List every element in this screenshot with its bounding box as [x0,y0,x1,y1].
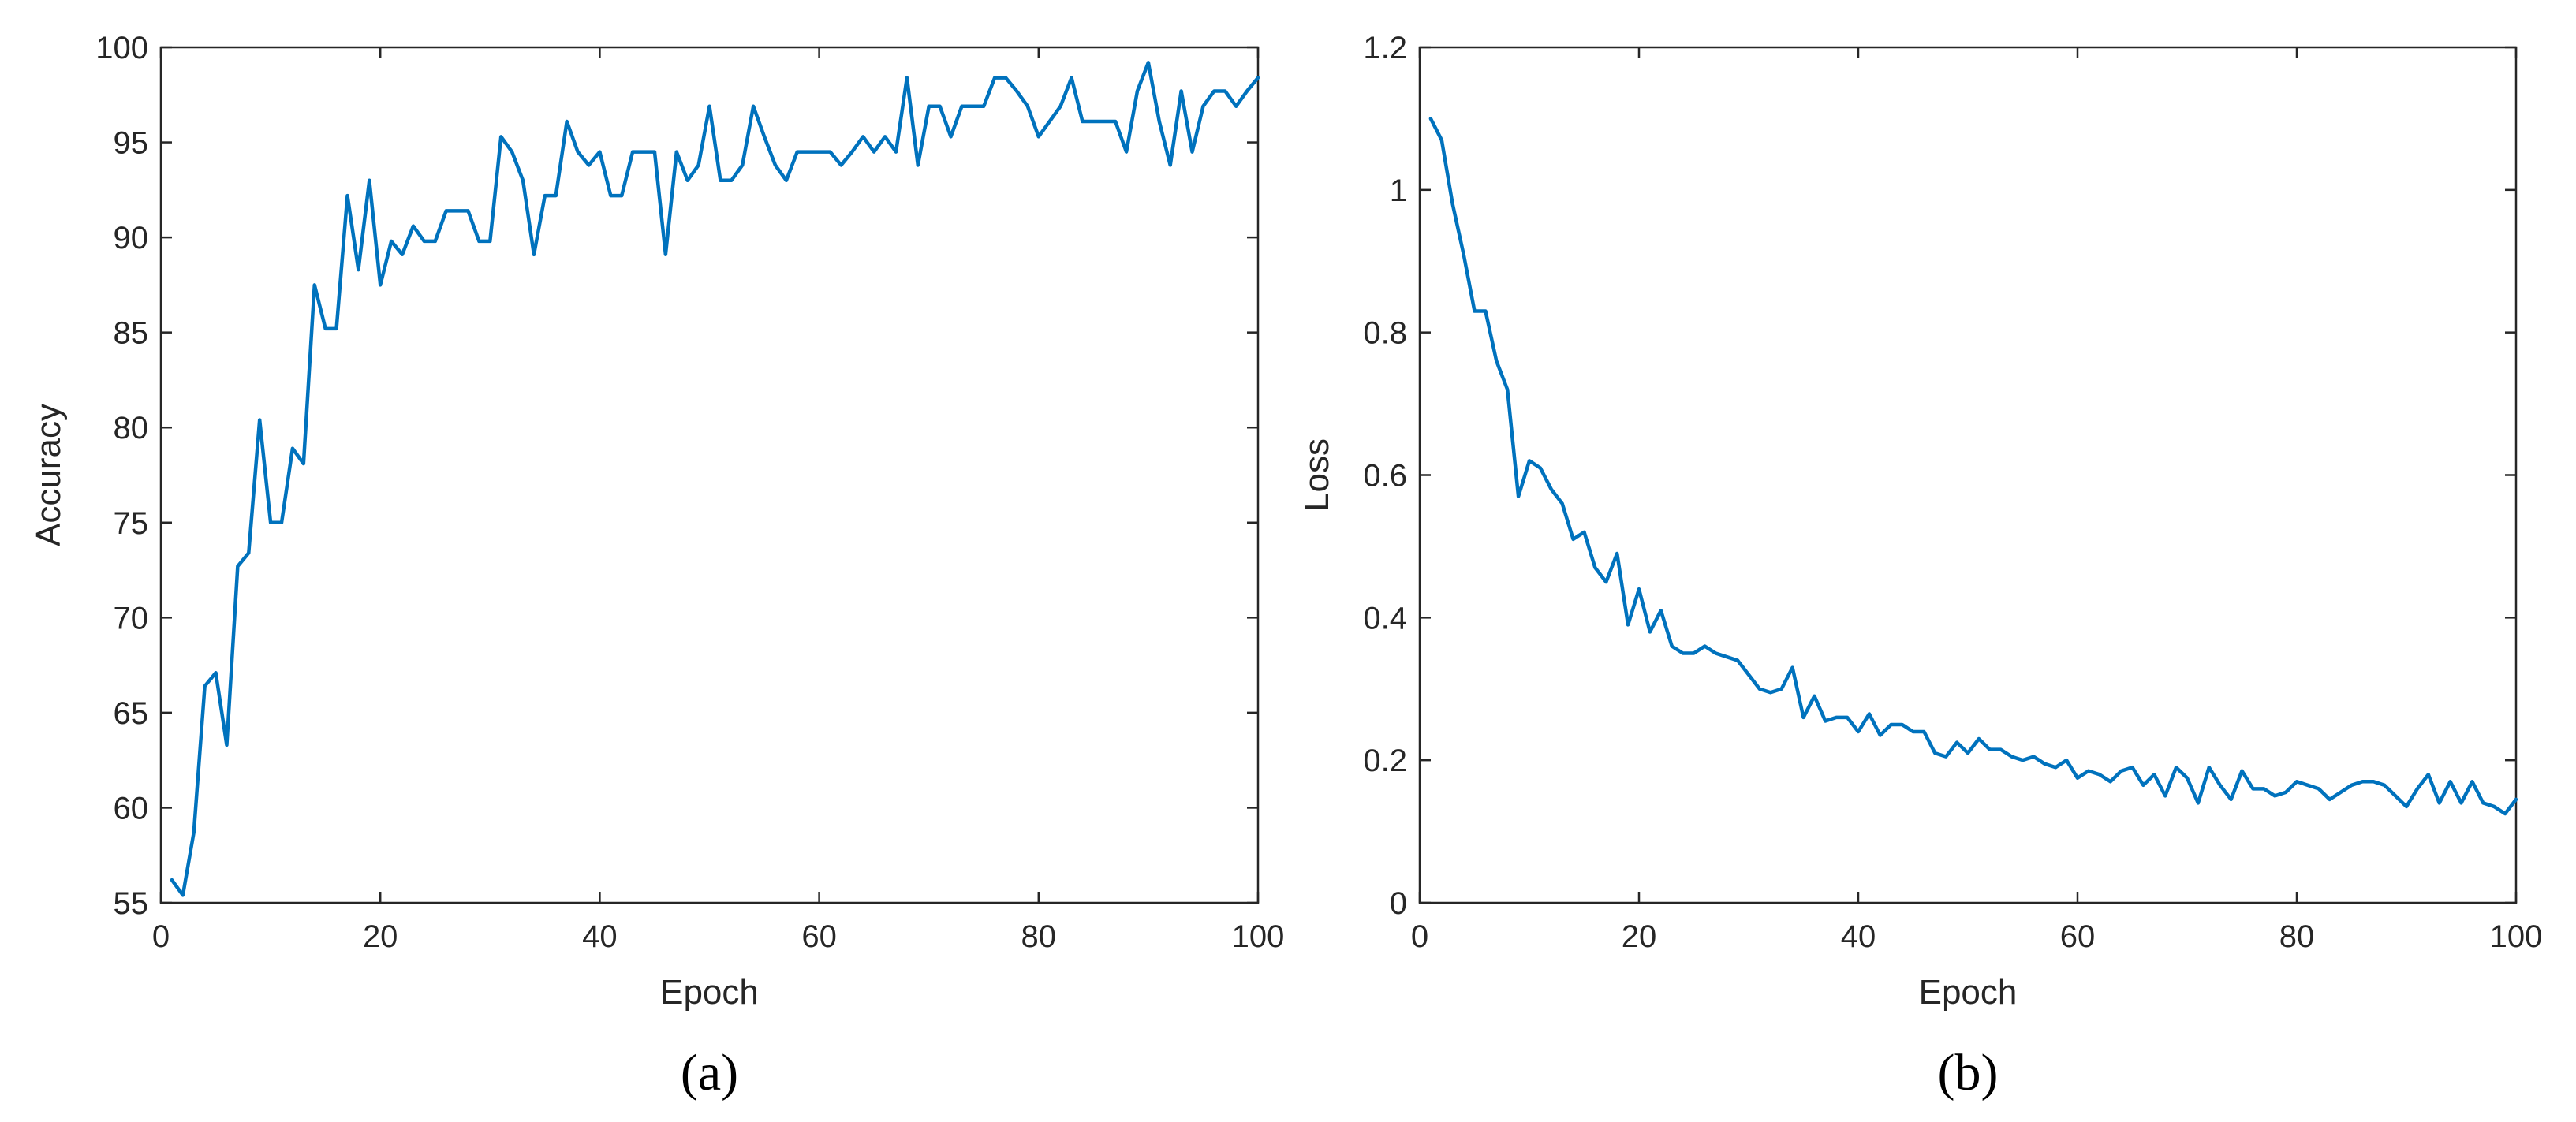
plot-area-frame [159,46,1260,904]
series-line [170,61,1260,897]
y-tick-label: 0.2 [1363,744,1407,778]
y-tick-label: 0.8 [1363,316,1407,351]
y-tick-label: 1 [1390,173,1407,208]
x-tick-label: 80 [1021,919,1057,954]
panel-caption: (b) [1938,1044,1999,1101]
y-tick-label: 85 [114,316,149,351]
x-tick-label: 60 [801,919,837,954]
series-line [1428,117,2518,816]
y-tick-label: 65 [114,696,149,731]
y-tick-label: 70 [114,601,149,636]
y-tick-label: 80 [114,411,149,445]
y-tick-label: 90 [114,221,149,255]
y-tick-label: 0 [1390,886,1407,921]
y-axis-title: Loss [1297,438,1336,512]
x-tick-label: 40 [582,919,618,954]
plot-area-frame [1418,46,2518,904]
x-tick-label: 80 [2279,919,2315,954]
y-tick-label: 0.4 [1363,601,1407,636]
x-tick-label: 100 [2490,919,2543,954]
x-tick-label: 40 [1841,919,1876,954]
y-tick-label: 0.6 [1363,459,1407,494]
x-tick-label: 20 [363,919,398,954]
x-tick-label: 0 [152,919,170,954]
panel-caption: (a) [681,1044,738,1101]
x-tick-label: 60 [2060,919,2096,954]
y-axis-title: Accuracy [29,404,68,546]
chart-panel-loss: 0 20 40 60 80 100 0 0.2 0.4 0.6 0.8 1 1.2 Epoch Loss (b… [1297,31,2542,1101]
x-tick-label: 20 [1622,919,1657,954]
x-tick-label: 0 [1411,919,1428,954]
x-axis-title: Epoch [1919,973,2018,1012]
y-tick-label: 95 [114,126,149,161]
y-tick-label: 100 [95,31,148,65]
x-axis-title: Epoch [660,973,759,1012]
y-tick-label: 1.2 [1363,31,1407,65]
chart-panel-accuracy: 0 20 40 60 80 100 55 60 65 70 75 80 85 90 95 100 Epoch Ac… [29,31,1284,1101]
y-tick-label: 75 [114,506,149,541]
y-tick-label: 55 [114,886,149,921]
y-tick-label: 60 [114,791,149,826]
x-tick-label: 100 [1232,919,1285,954]
